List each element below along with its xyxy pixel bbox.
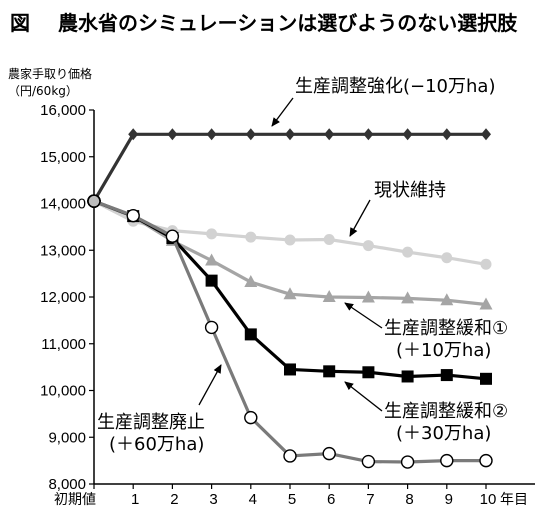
series-line	[93, 199, 487, 266]
data-point	[481, 128, 491, 141]
data-point	[441, 252, 453, 264]
y-tick-label: 11,000	[41, 336, 86, 353]
data-point	[244, 410, 258, 425]
data-point	[480, 258, 492, 270]
annotation-label: (＋10万ha)	[396, 340, 491, 361]
data-point	[244, 328, 257, 341]
data-point	[283, 287, 297, 300]
annotation-label: 生産調整強化(−10万ha)	[295, 76, 495, 97]
y-tick-label: 12,000	[40, 289, 86, 306]
data-point	[441, 128, 452, 141]
data-point	[402, 246, 414, 258]
data-point	[204, 320, 219, 335]
data-point	[167, 128, 178, 141]
series-3	[87, 194, 493, 310]
annotation-label: 現状維持	[374, 180, 446, 201]
data-point	[87, 194, 101, 208]
data-point	[361, 454, 376, 469]
data-point	[205, 274, 218, 287]
data-point	[401, 370, 414, 383]
data-point	[126, 208, 140, 223]
data-point	[244, 275, 258, 288]
y-axis-label: 農家手取り価格	[8, 66, 92, 81]
series-5	[87, 194, 493, 469]
x-tick-label: 6	[327, 491, 335, 508]
data-point	[245, 231, 257, 243]
data-point	[362, 240, 374, 252]
x-tick-label: 10	[480, 491, 497, 508]
data-point	[480, 372, 492, 385]
data-point	[284, 234, 296, 246]
chart-title: 農水省のシミュレーションは選びようのない選択肢	[58, 11, 518, 35]
data-point	[402, 128, 413, 141]
data-point	[400, 455, 415, 469]
x-tick-label: 5	[288, 491, 296, 508]
y-tick-label: 15,000	[40, 149, 86, 166]
y-tick-label: 9,000	[48, 429, 86, 446]
data-point	[324, 128, 335, 141]
chart-axes: 8,000 9,000 10,000 11,000 12,000 13,000 14,000…	[40, 102, 535, 508]
data-point	[205, 253, 219, 266]
annotation-5: 生産調整廃止(＋60万ha)	[97, 364, 222, 455]
data-point	[322, 446, 336, 461]
data-point	[165, 229, 180, 243]
data-point	[285, 128, 295, 141]
data-point	[440, 369, 453, 382]
annotation-1: 生産調整強化(−10万ha)	[271, 76, 495, 127]
x-tick-label: 初期値	[54, 491, 96, 508]
x-tick-label: 9	[445, 491, 453, 508]
y-axis-unit: （円/60kg）	[8, 84, 78, 98]
data-point	[283, 449, 297, 463]
x-tick-label: 8	[405, 491, 413, 508]
data-point	[479, 453, 493, 468]
data-point	[401, 291, 415, 304]
series-2	[87, 194, 492, 270]
x-tick-label: 2	[170, 491, 178, 508]
annotation-3: 生産調整緩和①(＋10万ha)	[344, 302, 508, 361]
annotation-arrow	[198, 364, 222, 406]
annotation-arrow	[349, 199, 371, 237]
y-tick-label: 10,000	[40, 383, 86, 400]
y-tick-label: 8,000	[48, 476, 86, 493]
annotation-label: 生産調整緩和①	[384, 318, 508, 339]
data-point	[479, 297, 493, 310]
annotation-arrow	[271, 97, 294, 127]
x-tick-label: 3	[209, 491, 217, 508]
data-point	[284, 363, 296, 376]
series-layer	[87, 128, 493, 469]
data-point	[245, 128, 256, 141]
data-point	[323, 233, 335, 245]
annotation-2: 現状維持	[349, 180, 446, 237]
annotation-label: 生産調整廃止	[97, 412, 205, 433]
y-tick-label: 13,000	[40, 242, 86, 259]
x-tick-label: 4	[249, 491, 257, 508]
figure-label: 図	[10, 11, 30, 35]
y-tick-label: 14,000	[40, 196, 86, 213]
x-tick-label: 7	[366, 491, 374, 508]
data-point	[206, 228, 218, 240]
annotation-label: (＋60万ha)	[109, 434, 204, 455]
annotation-arrow	[344, 302, 383, 329]
data-point	[322, 290, 336, 302]
data-point	[323, 365, 336, 378]
x-tick-label: 1	[131, 491, 139, 508]
data-point	[128, 128, 139, 141]
data-point	[440, 453, 454, 468]
annotation-arrow	[344, 381, 383, 412]
x-axis-unit: 年目	[500, 492, 528, 508]
y-tick-label: 16,000	[40, 102, 86, 119]
annotation-4: 生産調整緩和②(＋30万ha)	[344, 381, 508, 444]
data-point	[362, 366, 375, 379]
data-point	[440, 293, 454, 306]
data-point	[206, 128, 217, 141]
annotation-label: (＋30万ha)	[396, 423, 491, 444]
data-point	[361, 290, 375, 303]
annotation-label: 生産調整緩和②	[384, 401, 508, 422]
data-point	[363, 128, 374, 141]
